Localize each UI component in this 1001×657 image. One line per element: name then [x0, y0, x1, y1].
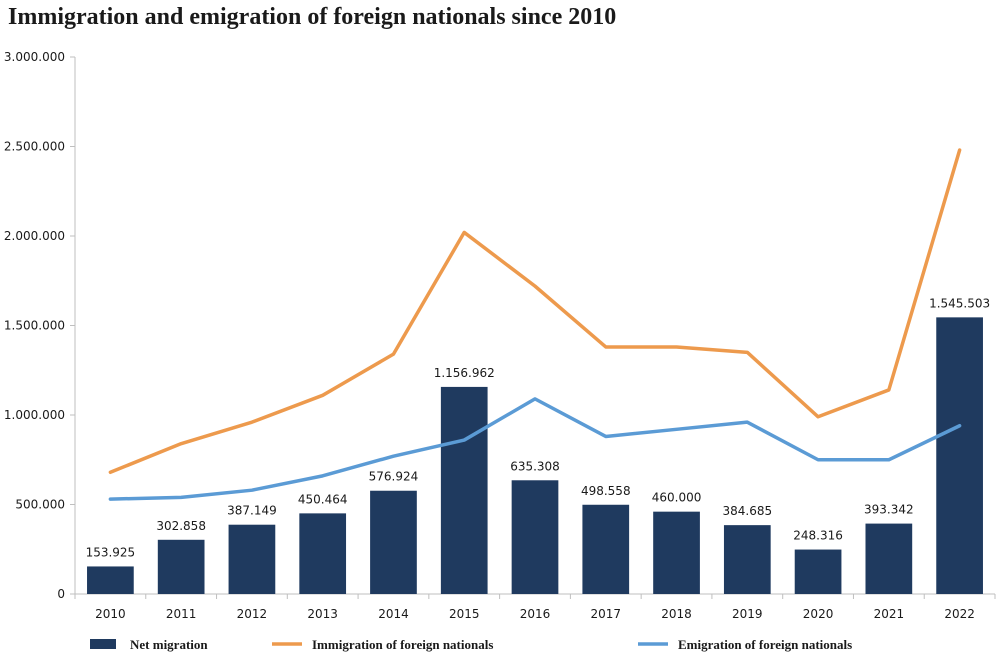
data-label: 384.685 — [722, 504, 772, 518]
bar — [157, 539, 205, 594]
x-tick-label: 2010 — [95, 607, 126, 621]
series-line — [108, 397, 962, 501]
bar — [299, 513, 347, 594]
legend: Net migration Immigration of foreign nati… — [90, 637, 852, 652]
series-line — [108, 148, 962, 475]
bar — [87, 566, 134, 594]
y-tick-label: 1.500.000 — [4, 319, 65, 333]
bar-series — [87, 317, 983, 594]
legend-label: Immigration of foreign nationals — [312, 637, 493, 652]
bar — [723, 525, 771, 594]
legend-swatch — [90, 639, 116, 649]
data-label: 387.149 — [227, 504, 277, 518]
y-tick-label: 2.500.000 — [4, 140, 65, 154]
legend-label: Emigration of foreign nationals — [678, 637, 852, 652]
x-tick-label: 2014 — [378, 607, 409, 621]
data-label: 302.858 — [156, 519, 206, 533]
y-tick-label: 0 — [57, 587, 65, 601]
bar — [794, 549, 842, 594]
data-label: 498.558 — [581, 484, 631, 498]
x-tick-label: 2016 — [520, 607, 551, 621]
x-tick-label: 2015 — [449, 607, 480, 621]
data-label: 576.924 — [369, 470, 419, 484]
bar — [370, 490, 417, 594]
data-labels: 153.925 302.858 387.149 450.464 576.924 1.156… — [86, 296, 991, 559]
data-label: 1.156.962 — [434, 366, 495, 380]
x-tick-label: 2013 — [307, 607, 338, 621]
data-label: 635.308 — [510, 459, 560, 473]
x-tick-label: 2012 — [237, 607, 268, 621]
x-tick-label: 2022 — [944, 607, 975, 621]
legend-label: Net migration — [130, 637, 208, 652]
line-series — [108, 148, 962, 501]
data-label: 450.464 — [298, 492, 348, 506]
x-tick-label: 2020 — [803, 607, 834, 621]
bar — [936, 317, 983, 594]
bar — [865, 523, 913, 594]
y-tick-label: 500.000 — [15, 498, 65, 512]
bar — [582, 504, 630, 594]
data-label: 460.000 — [652, 491, 702, 505]
data-label: 393.342 — [864, 503, 914, 517]
y-tick-label: 1.000.000 — [4, 408, 65, 422]
x-tick-label: 2017 — [590, 607, 621, 621]
bar — [440, 386, 488, 594]
x-tick-label: 2011 — [166, 607, 197, 621]
y-tick-label: 3.000.000 — [4, 50, 65, 64]
bar — [511, 480, 559, 594]
bar — [653, 511, 700, 594]
bar — [228, 524, 276, 594]
data-label: 1.545.503 — [929, 296, 990, 310]
data-label: 153.925 — [86, 545, 136, 559]
x-tick-label: 2021 — [874, 607, 905, 621]
y-tick-label: 2.000.000 — [4, 229, 65, 243]
axes: 0 500.000 1.000.000 1.500.000 2.000.000 2.500… — [4, 50, 996, 621]
x-tick-label: 2018 — [661, 607, 692, 621]
chart-title: Immigration and emigration of foreign na… — [8, 4, 617, 30]
x-tick-label: 2019 — [732, 607, 763, 621]
data-label: 248.316 — [793, 529, 843, 543]
